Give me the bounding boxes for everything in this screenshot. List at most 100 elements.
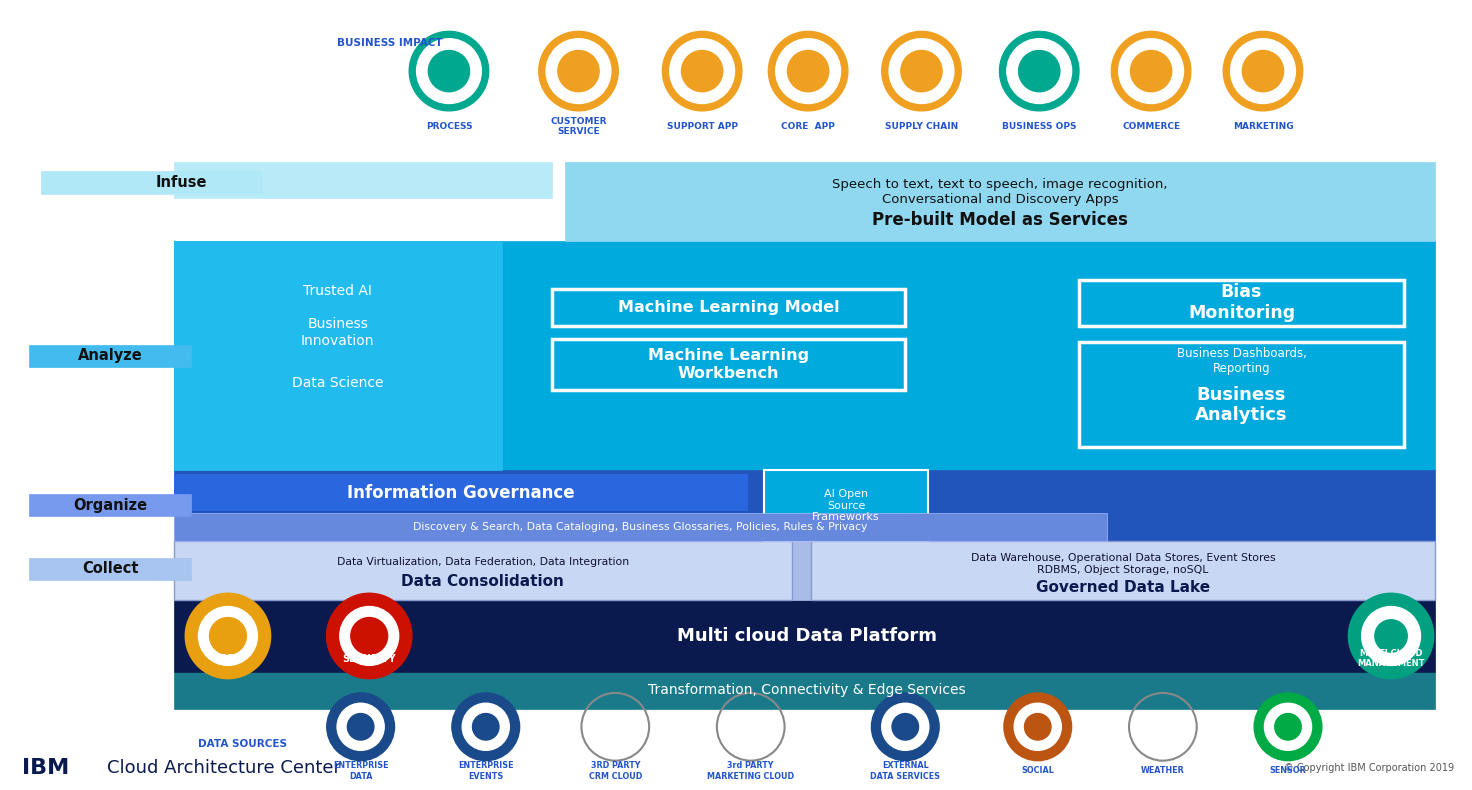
FancyBboxPatch shape [552,289,905,325]
Ellipse shape [1119,39,1183,103]
Ellipse shape [889,39,954,103]
Text: Business Dashboards,
Reporting: Business Dashboards, Reporting [1176,347,1307,374]
Text: SUPPORT APP: SUPPORT APP [667,122,737,131]
FancyBboxPatch shape [174,541,792,600]
Ellipse shape [776,39,841,103]
Text: Cloud Architecture Center: Cloud Architecture Center [107,759,342,777]
Text: OPEN: OPEN [213,653,243,664]
Text: Data Consolidation: Data Consolidation [402,574,564,589]
Ellipse shape [882,703,929,750]
Text: Trusted AI: Trusted AI [303,284,372,299]
Text: Organize: Organize [74,498,147,513]
Ellipse shape [892,713,919,740]
Text: BUSINESS IMPACT: BUSINESS IMPACT [337,38,443,47]
Text: Discovery & Search, Data Cataloging, Business Glossaries, Policies, Rules & Priv: Discovery & Search, Data Cataloging, Bus… [414,522,867,532]
Text: Business
Innovation: Business Innovation [300,318,374,348]
Ellipse shape [1264,703,1312,750]
Ellipse shape [409,32,489,111]
Text: EXTERNAL
DATA SERVICES: EXTERNAL DATA SERVICES [870,761,941,781]
FancyBboxPatch shape [174,600,1435,672]
Ellipse shape [1014,703,1061,750]
FancyBboxPatch shape [174,672,1435,709]
FancyBboxPatch shape [174,541,1435,600]
FancyBboxPatch shape [29,495,191,517]
FancyBboxPatch shape [565,162,1435,241]
Text: SECURITY: SECURITY [343,653,396,664]
Ellipse shape [1025,713,1051,740]
Text: IBM: IBM [22,758,69,778]
Text: ENTERPRISE
DATA: ENTERPRISE DATA [333,761,389,781]
Ellipse shape [662,32,742,111]
Text: MARKETING: MARKETING [1232,122,1294,131]
Ellipse shape [788,51,829,92]
FancyBboxPatch shape [174,470,1435,541]
Text: Analyze: Analyze [78,348,143,363]
FancyBboxPatch shape [29,558,191,580]
Text: CUSTOMER
SERVICE: CUSTOMER SERVICE [551,117,606,137]
Text: Conversational and Discovery Apps: Conversational and Discovery Apps [882,194,1119,206]
Ellipse shape [670,39,735,103]
Ellipse shape [1130,51,1172,92]
Ellipse shape [327,593,412,679]
FancyBboxPatch shape [1079,280,1404,325]
Text: Bias
Monitoring: Bias Monitoring [1188,284,1295,322]
Text: Machine Learning
Workbench: Machine Learning Workbench [648,348,810,381]
Text: 3rd PARTY
MARKETING CLOUD: 3rd PARTY MARKETING CLOUD [707,761,795,781]
Ellipse shape [1254,693,1322,761]
Ellipse shape [337,703,384,750]
Text: AI Open
Source
Frameworks: AI Open Source Frameworks [813,489,880,522]
Ellipse shape [327,693,394,761]
FancyBboxPatch shape [174,241,502,470]
Text: SUPPLY CHAIN: SUPPLY CHAIN [885,122,958,131]
Ellipse shape [682,51,723,92]
Text: SENSOR: SENSOR [1270,766,1306,775]
Ellipse shape [347,713,374,740]
Text: BUSINESS OPS: BUSINESS OPS [1002,122,1076,131]
Ellipse shape [1275,713,1301,740]
Text: Pre-built Model as Services: Pre-built Model as Services [871,212,1128,229]
Text: Business
Analytics: Business Analytics [1195,386,1288,424]
Ellipse shape [1004,693,1072,761]
Text: COMMERCE: COMMERCE [1122,122,1181,131]
FancyBboxPatch shape [811,541,1435,600]
Ellipse shape [1007,39,1072,103]
FancyBboxPatch shape [764,470,927,541]
Ellipse shape [1231,39,1295,103]
Ellipse shape [901,51,942,92]
Text: Transformation, Connectivity & Edge Services: Transformation, Connectivity & Edge Serv… [648,683,966,697]
Text: Infuse: Infuse [156,175,206,190]
Ellipse shape [1019,51,1060,92]
Ellipse shape [473,713,499,740]
Ellipse shape [546,39,611,103]
Text: Collect: Collect [82,561,138,576]
Text: Information Governance: Information Governance [347,483,574,502]
Text: WEATHER: WEATHER [1141,766,1185,775]
Text: MULTI CLOUD
MANAGEMENT: MULTI CLOUD MANAGEMENT [1357,649,1425,668]
FancyBboxPatch shape [174,162,552,198]
Text: Data Virtualization, Data Federation, Data Integration: Data Virtualization, Data Federation, Da… [337,557,629,567]
Ellipse shape [1111,32,1191,111]
Text: RDBMS, Object Storage, noSQL: RDBMS, Object Storage, noSQL [1038,565,1209,574]
Ellipse shape [768,32,848,111]
Ellipse shape [452,693,520,761]
Ellipse shape [1375,620,1407,652]
Ellipse shape [428,51,470,92]
Ellipse shape [417,39,481,103]
FancyBboxPatch shape [29,344,191,367]
Ellipse shape [999,32,1079,111]
Text: 3RD PARTY
CRM CLOUD: 3RD PARTY CRM CLOUD [589,761,642,781]
FancyBboxPatch shape [552,340,905,389]
Ellipse shape [185,593,271,679]
Ellipse shape [199,607,258,665]
Text: ENTERPRISE
EVENTS: ENTERPRISE EVENTS [458,761,514,781]
Text: © Copyright IBM Corporation 2019: © Copyright IBM Corporation 2019 [1284,763,1454,773]
Text: Governed Data Lake: Governed Data Lake [1036,580,1210,595]
FancyBboxPatch shape [174,241,1435,470]
Ellipse shape [871,693,939,761]
Text: Data Science: Data Science [291,376,383,390]
Ellipse shape [1242,51,1284,92]
Ellipse shape [882,32,961,111]
Ellipse shape [1362,607,1420,665]
FancyBboxPatch shape [174,513,1107,541]
Ellipse shape [558,51,599,92]
